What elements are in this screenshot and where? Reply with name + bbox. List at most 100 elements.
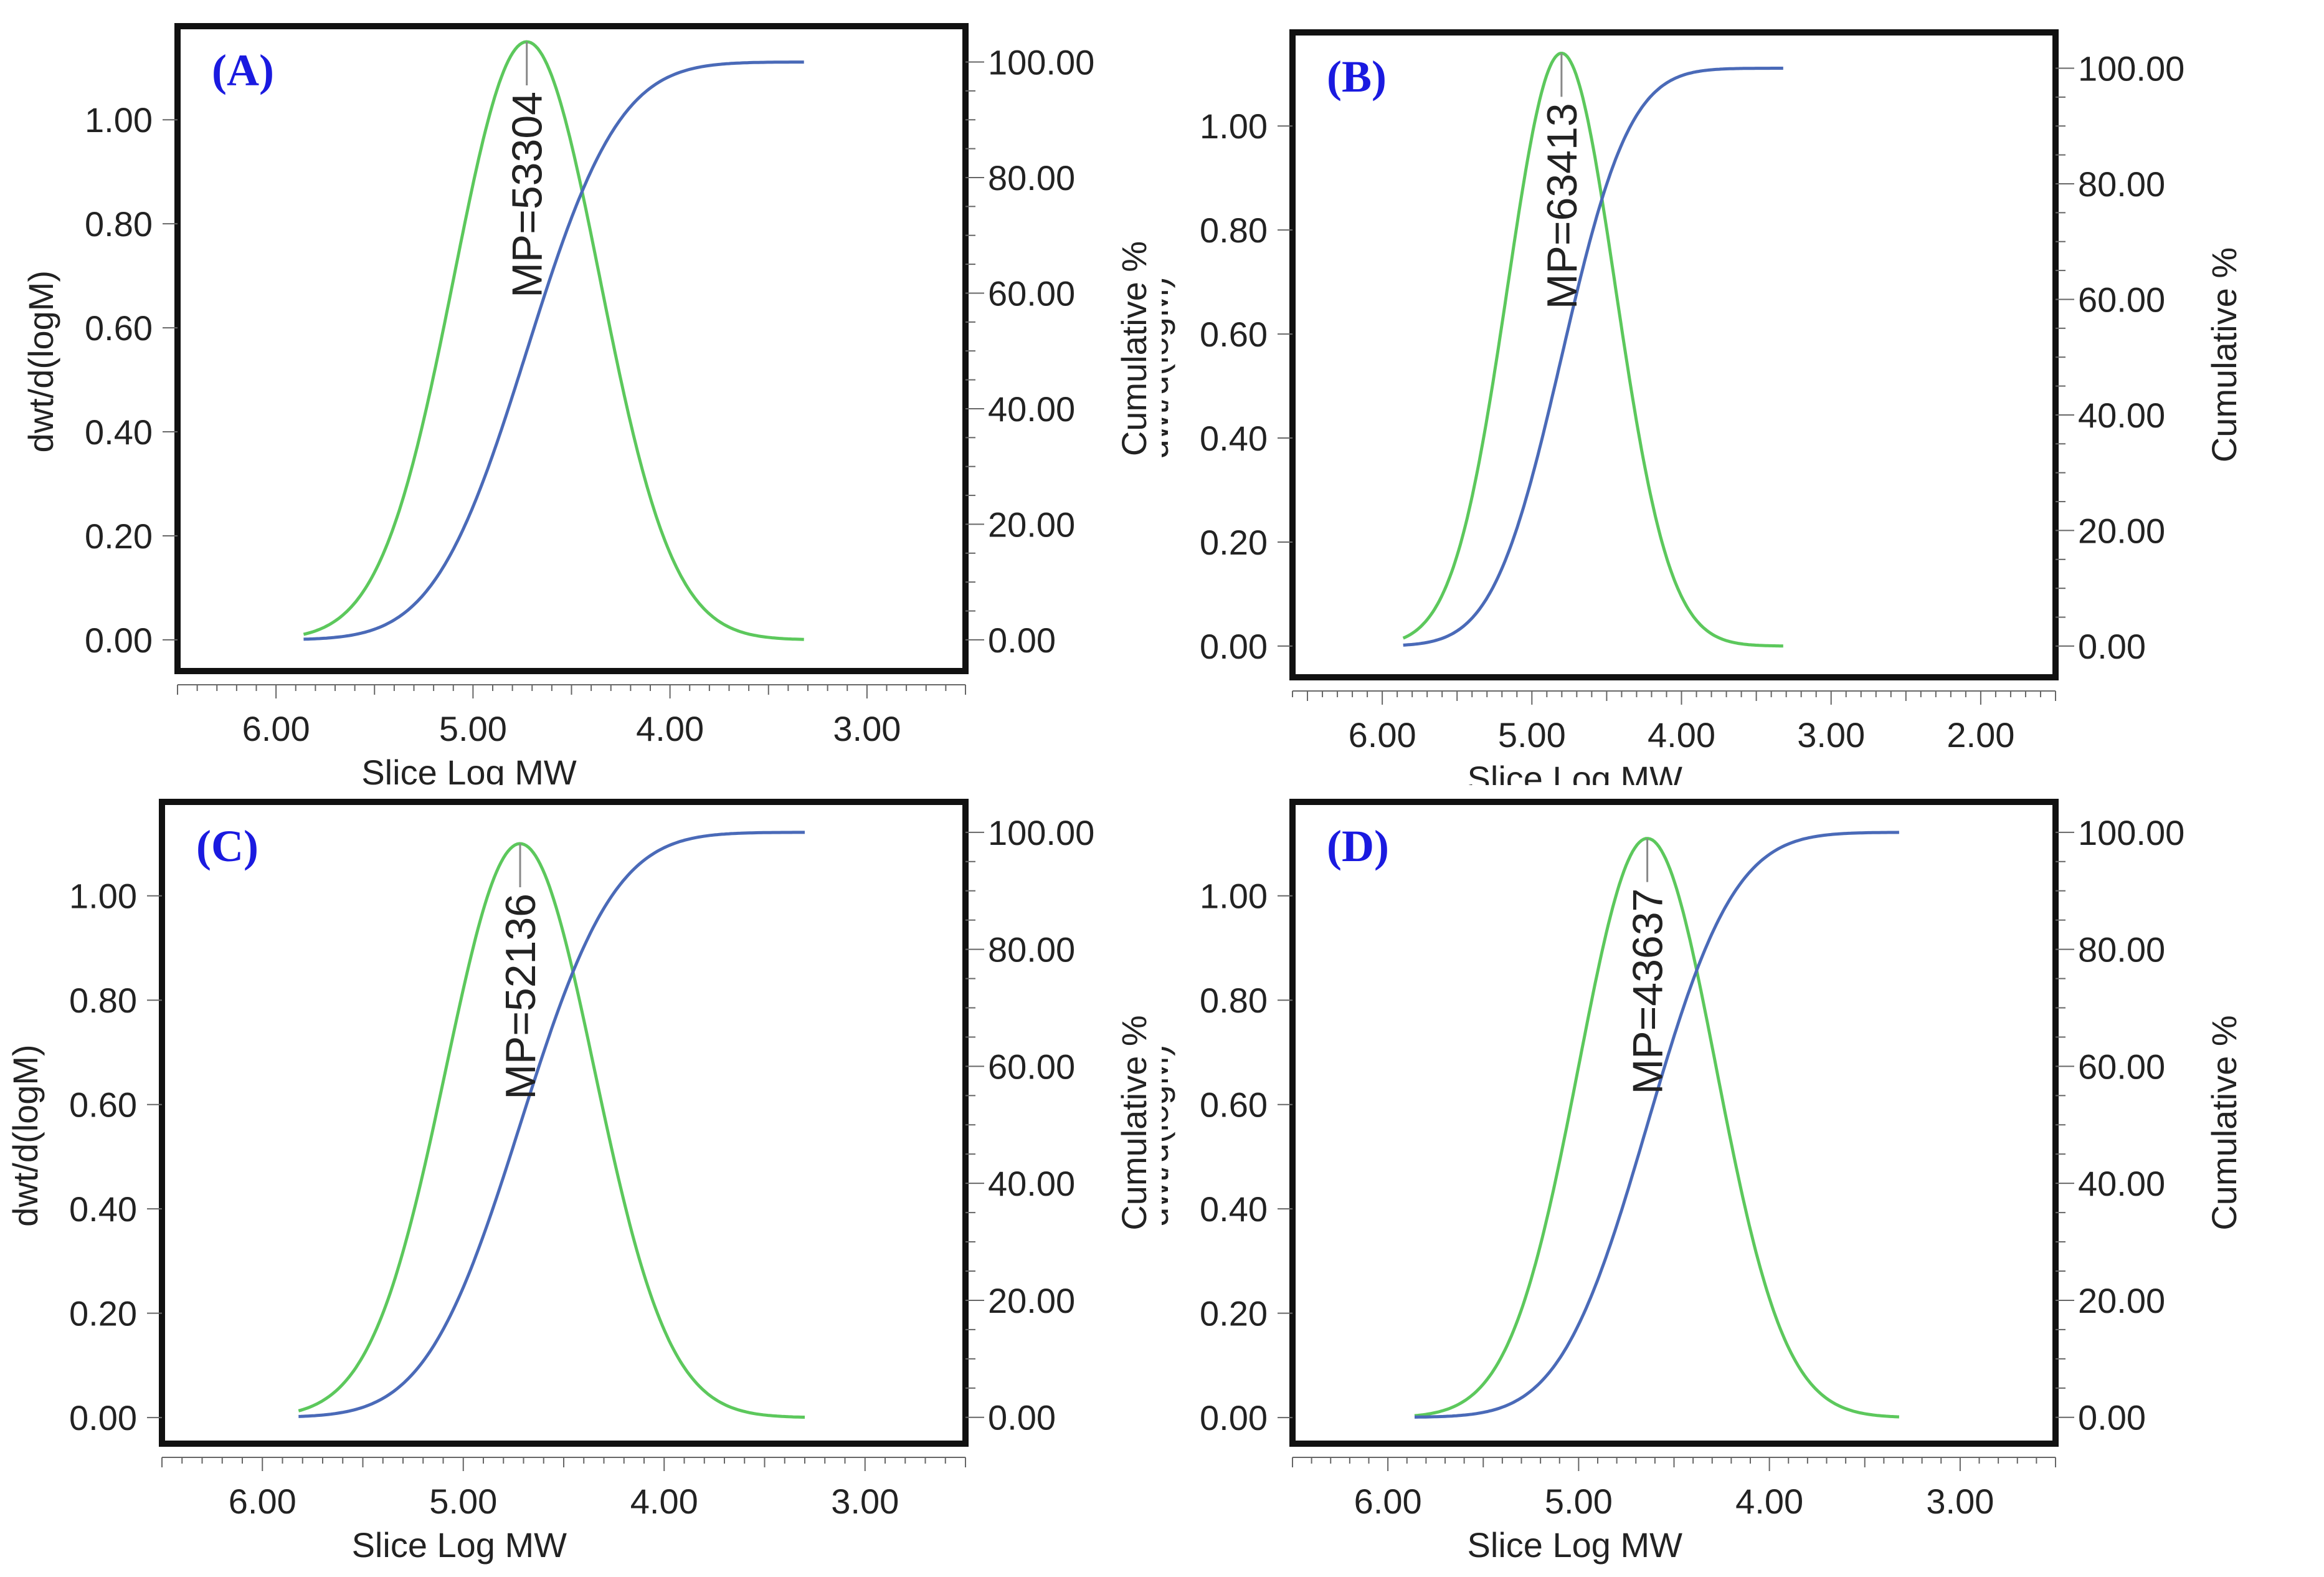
y-right-tick-label: 100.00 [988,813,1094,852]
y-right-tick-label: 0.00 [2078,627,2146,666]
x-axis-title: Slice Log MW [352,1525,567,1565]
y-left-axis-title: dwt/d(logM) [21,270,60,453]
plot-frame [174,23,969,674]
y-left-axis-title: dwt/d(logM) [1162,277,1175,459]
panel-label: (D) [1327,821,1389,871]
y-left-tick-label: 1.00 [1200,877,1268,916]
panel-a: 6.00 5.00 4.00 3.00 Slice Log MW 0.00 0.20 0.40… [0,0,1159,785]
y-right-tick-label: 60.00 [988,274,1075,313]
y-right-tick-label: 80.00 [2078,930,2165,970]
x-tick-label: 3.00 [831,1482,899,1521]
x-tick-label: 3.00 [833,709,901,748]
x-tick-label: 5.00 [439,709,507,748]
y-right-axis-title: Cumulative % [2204,1015,2244,1230]
x-tick-label: 4.00 [1648,715,1715,755]
y-right-tick-label: 60.00 [988,1047,1075,1086]
y-left-tick-label: 1.00 [69,877,137,916]
y-right-tick-label: 100.00 [2078,49,2184,88]
x-tick-label: 2.00 [1947,715,2014,755]
cumulative-curve [1415,831,1899,1419]
x-axis-title: Slice Log MW [1468,759,1683,785]
y-left-tick-label: 0.60 [85,308,153,348]
y-left-axis-title: dwt/d(logM) [1162,1044,1175,1227]
x-tick-label: 4.00 [630,1482,698,1521]
y-left-tick-label: 0.80 [1200,211,1268,250]
y-right-tick-label: 0.00 [2078,1398,2146,1437]
y-right-tick-label: 60.00 [2078,1047,2165,1086]
y-left-tick-label: 0.20 [1200,523,1268,562]
y-left-tick-label: 0.20 [69,1294,137,1333]
y-left-tick-label: 0.20 [85,517,153,556]
y-right-tick-label: 20.00 [988,1281,1075,1320]
y-left-tick-label: 0.60 [69,1085,137,1125]
cumulative-curve [303,60,804,641]
x-axis-title: Slice Log MW [1468,1525,1683,1565]
x-tick-label: 5.00 [1498,715,1566,755]
y-right-tick-label: 40.00 [988,389,1075,429]
chart-svg: 6.00 5.00 4.00 3.00 Slice Log MW 0.00 0.20 0.40… [6,799,1154,1565]
y-left-tick-label: 0.60 [1200,1085,1268,1125]
chart-svg: 6.00 5.00 4.00 3.00 2.00 Slice Log MW 0.00 0.20… [1162,29,2244,785]
y-right-tick-label: 100.00 [2078,813,2184,852]
x-tick-label: 6.00 [242,709,310,748]
chart-svg: 6.00 5.00 4.00 3.00 Slice Log MW 0.00 0.20 0.40… [1162,799,2244,1565]
y-left-tick-label: 0.80 [69,981,137,1020]
x-tick-label: 3.00 [1926,1482,1994,1521]
panel-d: 6.00 5.00 4.00 3.00 Slice Log MW 0.00 0.20 0.40… [1162,776,2324,1577]
y-right-tick-label: 80.00 [2078,164,2165,204]
distribution-curve [1414,837,1899,1419]
y-left-tick-label: 0.80 [1200,981,1268,1020]
distribution-curve [1402,51,1783,648]
x-tick-label: 5.00 [429,1482,497,1521]
y-left-tick-label: 0.40 [85,412,153,452]
x-tick-label: 5.00 [1545,1482,1613,1521]
panel-label: (C) [196,821,258,871]
plot-frame [1289,799,2059,1447]
y-left-tick-label: 0.00 [69,1398,137,1437]
peak-mp-annotation: MP=53304 [504,92,551,298]
y-left-tick-label: 1.00 [85,100,153,140]
x-tick-label: 6.00 [1349,715,1416,755]
y-left-tick-label: 0.00 [1200,627,1268,666]
y-right-tick-label: 40.00 [988,1164,1075,1203]
panel-b: 6.00 5.00 4.00 3.00 2.00 Slice Log MW 0.00 0.20… [1162,0,2324,785]
plot-frame [1289,29,2059,680]
y-left-tick-label: 0.40 [1200,419,1268,458]
y-left-tick-label: 0.00 [85,621,153,660]
cumulative-curve [298,831,805,1418]
y-right-tick-label: 60.00 [2078,280,2165,319]
x-tick-label: 4.00 [636,709,704,748]
y-right-tick-label: 40.00 [2078,1164,2165,1203]
y-right-tick-label: 20.00 [2078,511,2165,550]
x-tick-label: 6.00 [1354,1482,1422,1521]
distribution-curve [298,842,805,1419]
cumulative-curve [1403,67,1783,647]
y-left-tick-label: 0.40 [1200,1189,1268,1229]
peak-mp-annotation: MP=43637 [1624,889,1672,1095]
panel-label: (A) [212,45,274,95]
x-tick-label: 6.00 [229,1482,296,1521]
peak-mp-annotation: MP=52136 [497,893,544,1100]
y-right-tick-label: 80.00 [988,930,1075,970]
y-right-tick-label: 0.00 [988,1398,1056,1437]
x-tick-label: 4.00 [1735,1482,1803,1521]
x-tick-label: 3.00 [1797,715,1865,755]
y-right-tick-label: 40.00 [2078,396,2165,435]
peak-mp-annotation: MP=63413 [1539,103,1586,309]
y-left-tick-label: 0.00 [1200,1398,1268,1437]
y-left-tick-label: 1.00 [1200,107,1268,146]
y-right-axis-title: Cumulative % [1114,1015,1154,1230]
y-left-tick-label: 0.20 [1200,1294,1268,1333]
y-right-axis-title: Cumulative % [2204,247,2244,462]
panel-c: 6.00 5.00 4.00 3.00 Slice Log MW 0.00 0.20 0.40… [0,776,1159,1577]
y-left-tick-label: 0.60 [1200,315,1268,354]
y-left-tick-label: 0.40 [69,1189,137,1229]
plot-frame [159,799,969,1447]
y-right-tick-label: 100.00 [988,43,1094,82]
y-right-tick-label: 0.00 [988,621,1056,660]
y-right-tick-label: 80.00 [988,158,1075,198]
y-left-axis-title: dwt/d(logM) [6,1044,45,1227]
x-axis-title: Slice Log MW [361,753,577,785]
y-right-tick-label: 20.00 [2078,1281,2165,1320]
